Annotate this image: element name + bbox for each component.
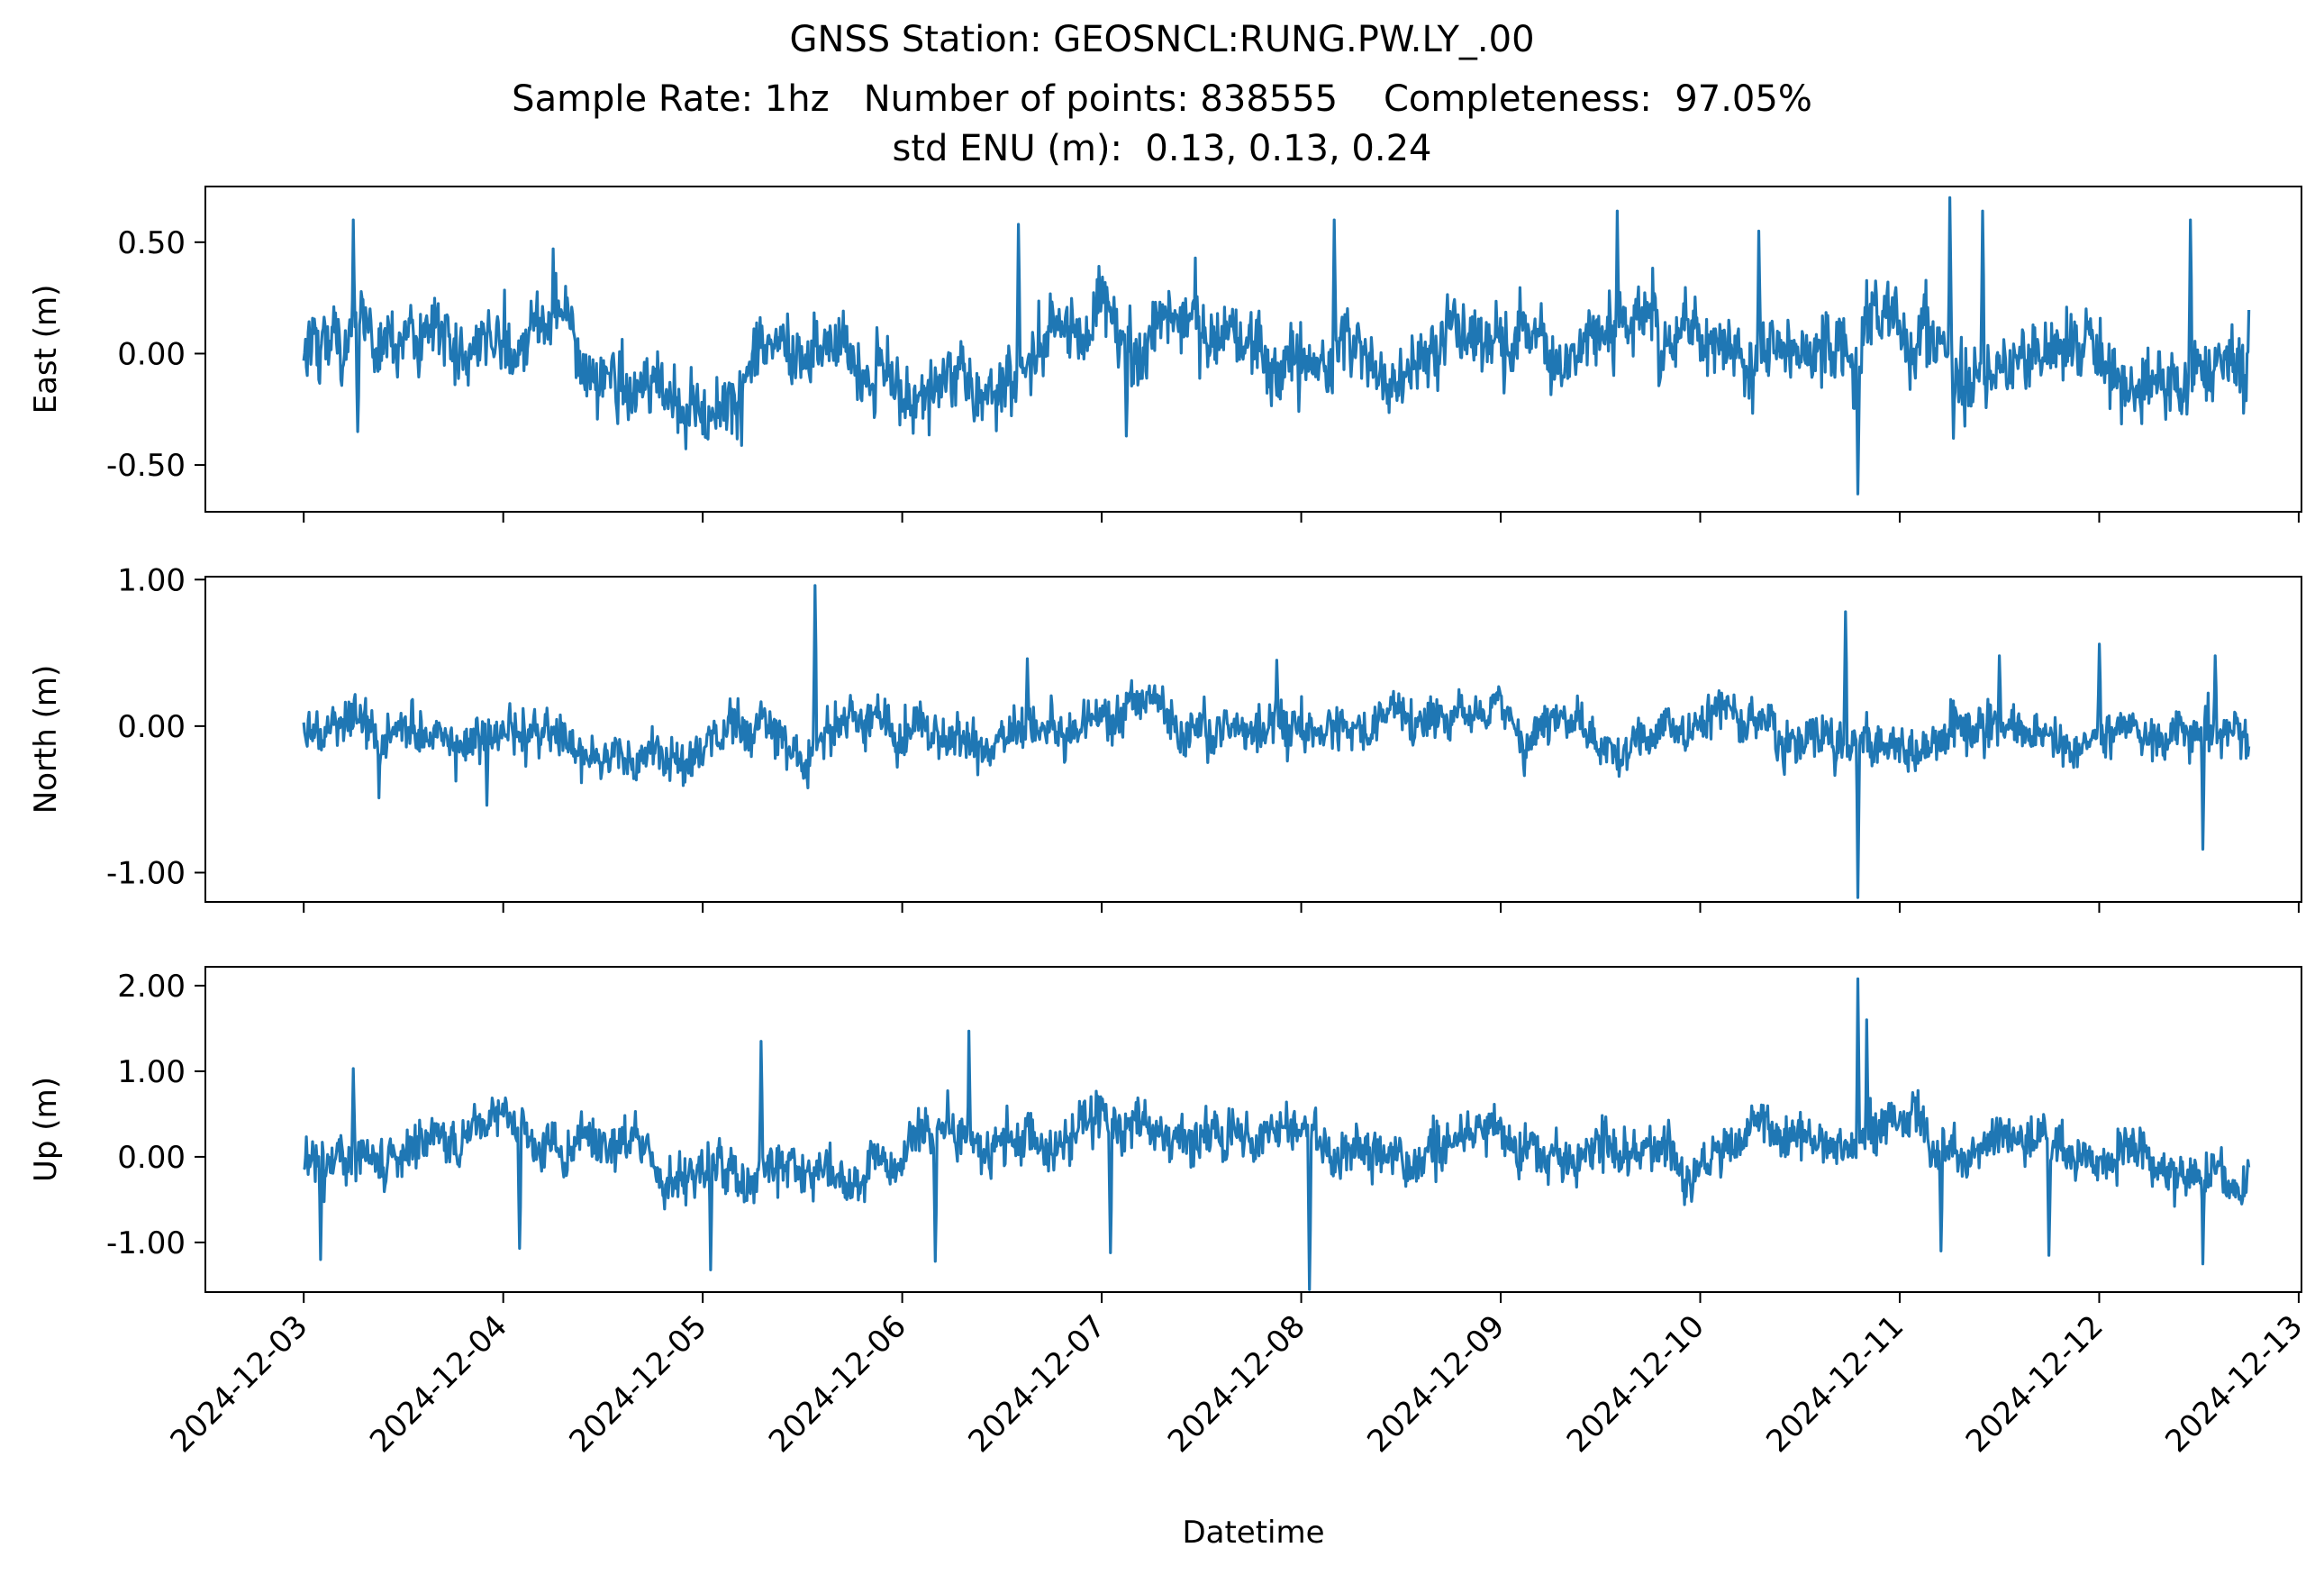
y-tick-label: 0.00 <box>117 336 186 372</box>
x-tick-label: 2024-12-13 <box>2158 1308 2310 1460</box>
axes-frame <box>204 186 2302 513</box>
y-tick-label: 1.00 <box>117 562 186 598</box>
y-axis-label: North (m) <box>28 665 64 815</box>
axes-frame <box>204 966 2302 1293</box>
x-tick-label: 2024-12-07 <box>961 1308 1112 1460</box>
y-tick-label: 0.00 <box>117 709 186 745</box>
axes-frame <box>204 576 2302 903</box>
x-tick-label: 2024-12-09 <box>1360 1308 1512 1460</box>
x-tick-label: 2024-12-06 <box>762 1308 913 1460</box>
x-tick-label: 2024-12-12 <box>1959 1308 2111 1460</box>
x-tick-label: 2024-12-08 <box>1161 1308 1312 1460</box>
panel-north: 1.00 0.00 -1.00 North (m) <box>28 562 2302 913</box>
series-line <box>302 196 2251 496</box>
x-tick-label: 2024-12-10 <box>1560 1308 1711 1460</box>
chart-title-line-1: GNSS Station: GEOSNCL:RUNG.PW.LY_.00 <box>789 19 1535 60</box>
series-line <box>302 584 2251 899</box>
panel-east: 0.50 0.00 -0.50 East (m) <box>28 186 2302 523</box>
x-tick-label: 2024-12-11 <box>1759 1308 1911 1460</box>
chart-title-line-2: Sample Rate: 1hz Number of points: 83855… <box>512 78 1812 120</box>
chart-title-line-3: std ENU (m): 0.13, 0.13, 0.24 <box>892 128 1432 169</box>
x-tick-label: 2024-12-05 <box>563 1308 714 1460</box>
x-axis-label: Datetime <box>1182 1515 1324 1551</box>
x-tick-label: 2024-12-04 <box>363 1308 514 1460</box>
y-tick-label: -0.50 <box>106 448 186 484</box>
y-tick-label: 1.00 <box>117 1054 186 1090</box>
x-tick-label: 2024-12-03 <box>164 1308 315 1460</box>
y-tick-label: 0.00 <box>117 1140 186 1176</box>
y-tick-label: 2.00 <box>117 969 186 1005</box>
y-tick-label: 0.50 <box>117 225 186 261</box>
series-line <box>303 977 2251 1291</box>
panel-up: 2.00 1.00 0.00 -1.00 Up (m) 2024-12-03 2024-12… <box>28 966 2310 1460</box>
y-tick-label: -1.00 <box>106 855 186 891</box>
y-axis-label: Up (m) <box>28 1077 64 1182</box>
y-axis-label: East (m) <box>28 285 64 414</box>
y-tick-label: -1.00 <box>106 1225 186 1261</box>
